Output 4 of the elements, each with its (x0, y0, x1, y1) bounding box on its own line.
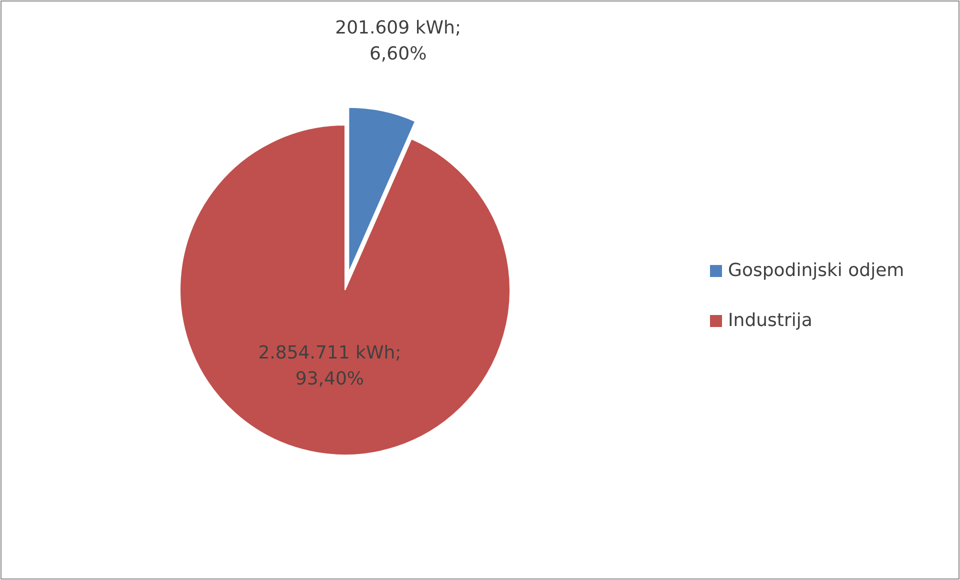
legend-label: Gospodinjski odjem (728, 260, 904, 281)
data-label: 2.854.711 kWh; 93,40% (258, 342, 402, 390)
legend-label: Industrija (728, 310, 812, 331)
data-label: 201.609 kWh; 6,60% (335, 18, 462, 65)
